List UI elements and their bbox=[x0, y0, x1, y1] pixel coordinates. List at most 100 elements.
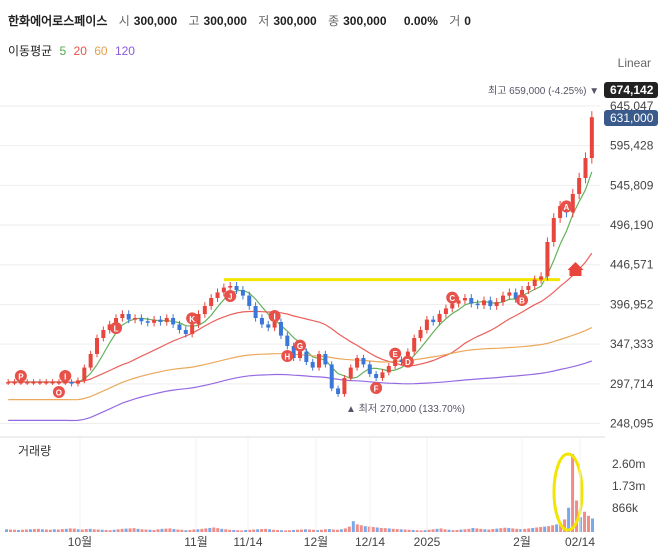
volume-bar bbox=[44, 529, 48, 532]
volume-bar bbox=[443, 529, 447, 532]
volume-bar bbox=[108, 530, 112, 532]
volume-bar bbox=[471, 527, 475, 532]
candle-body bbox=[367, 364, 372, 374]
candle-body bbox=[539, 276, 544, 280]
volume-bar bbox=[96, 529, 100, 532]
event-badge bbox=[281, 350, 294, 362]
volume-bar bbox=[455, 529, 459, 532]
volume-bar bbox=[415, 530, 419, 532]
volume-bar bbox=[343, 528, 347, 532]
candle-body bbox=[501, 295, 506, 302]
volume-bar bbox=[475, 528, 479, 532]
volume-bar bbox=[335, 529, 339, 532]
volume-bar bbox=[347, 526, 351, 532]
volume-bar bbox=[487, 529, 491, 532]
volume-bar bbox=[228, 529, 232, 532]
volume-bar bbox=[144, 529, 148, 532]
candle-body bbox=[240, 290, 245, 296]
event-badge bbox=[370, 382, 383, 394]
volume-bar bbox=[192, 529, 196, 532]
event-badge bbox=[389, 347, 402, 360]
change-value: 0.00% bbox=[403, 14, 438, 28]
ma-20-label[interactable]: 20 bbox=[73, 44, 87, 58]
volume-bar bbox=[168, 528, 172, 532]
volume-bar bbox=[419, 530, 423, 532]
volume-bar bbox=[176, 529, 180, 532]
volume-bar bbox=[339, 529, 343, 532]
volume-tick-label: 1.73m bbox=[612, 479, 645, 493]
volume-bar bbox=[539, 527, 543, 532]
low-value: 300,000 bbox=[273, 14, 317, 28]
volume-bar bbox=[16, 529, 20, 532]
volume-bar bbox=[403, 529, 407, 532]
candle-body bbox=[513, 292, 518, 299]
volume-bar bbox=[140, 529, 144, 532]
candle-body bbox=[399, 359, 404, 362]
volume-bar bbox=[80, 529, 84, 532]
event-badge bbox=[516, 294, 529, 306]
volume-bar bbox=[88, 528, 92, 532]
volume-bar bbox=[188, 529, 192, 532]
ma-60-label[interactable]: 60 bbox=[94, 44, 108, 58]
candle-body bbox=[424, 319, 429, 330]
volume-bar bbox=[307, 529, 311, 532]
volume-bar bbox=[276, 529, 280, 532]
candle-body bbox=[88, 354, 93, 368]
candle-body bbox=[31, 382, 36, 384]
candle-body bbox=[190, 324, 195, 334]
grid-lines bbox=[0, 105, 600, 425]
candle-body bbox=[494, 302, 499, 306]
candle-body bbox=[577, 178, 582, 194]
candle-body bbox=[196, 314, 201, 325]
x-tick-label: 11/14 bbox=[233, 535, 262, 549]
candle-body bbox=[456, 300, 461, 304]
volume-bar bbox=[467, 528, 471, 532]
candle-body bbox=[278, 322, 283, 336]
candle-body bbox=[589, 117, 594, 158]
scale-toggle[interactable]: Linear bbox=[617, 56, 651, 70]
volume-bar bbox=[240, 530, 244, 532]
volume-bar bbox=[507, 527, 511, 532]
candle-body bbox=[507, 292, 512, 296]
event-badge-label: I bbox=[64, 373, 66, 382]
moving-average-legend[interactable]: 이동평균 5 20 60 120 bbox=[8, 42, 139, 59]
candle-body bbox=[475, 303, 480, 306]
volume-bar bbox=[315, 529, 319, 532]
volume-bar bbox=[499, 528, 503, 532]
event-badge-label: E bbox=[392, 350, 398, 359]
candle-body bbox=[12, 382, 17, 384]
candle-body bbox=[145, 321, 150, 323]
ma-5-label[interactable]: 5 bbox=[59, 44, 67, 58]
volume-bar bbox=[379, 527, 383, 532]
event-badge bbox=[446, 291, 459, 304]
ma-line-20 bbox=[8, 252, 593, 383]
candle-body bbox=[152, 319, 157, 323]
candle-body bbox=[266, 324, 271, 328]
ma-120-label[interactable]: 120 bbox=[114, 44, 135, 58]
candle-body bbox=[82, 367, 87, 381]
volume-bar bbox=[152, 529, 156, 532]
candle-body bbox=[6, 382, 11, 384]
volume-bar bbox=[515, 528, 519, 532]
volume-bar bbox=[116, 529, 120, 532]
candle-body bbox=[418, 330, 423, 338]
candle-body bbox=[551, 218, 556, 242]
volume-bar bbox=[383, 528, 387, 532]
volume-bar bbox=[24, 529, 28, 532]
event-badge bbox=[401, 355, 414, 368]
volume-bar bbox=[244, 529, 248, 532]
candle-body bbox=[164, 318, 169, 322]
volume-bar bbox=[371, 527, 375, 532]
volume-value: 0 bbox=[464, 14, 471, 28]
event-badge-label: J bbox=[228, 293, 232, 302]
breakout-marker-icon bbox=[567, 262, 584, 270]
volume-bar bbox=[555, 524, 559, 532]
candle-body bbox=[247, 295, 252, 306]
candle-body bbox=[177, 324, 182, 330]
volume-bar bbox=[427, 529, 431, 532]
volume-bar bbox=[212, 527, 216, 532]
volume-bar bbox=[296, 529, 299, 532]
candle-body bbox=[183, 330, 188, 334]
